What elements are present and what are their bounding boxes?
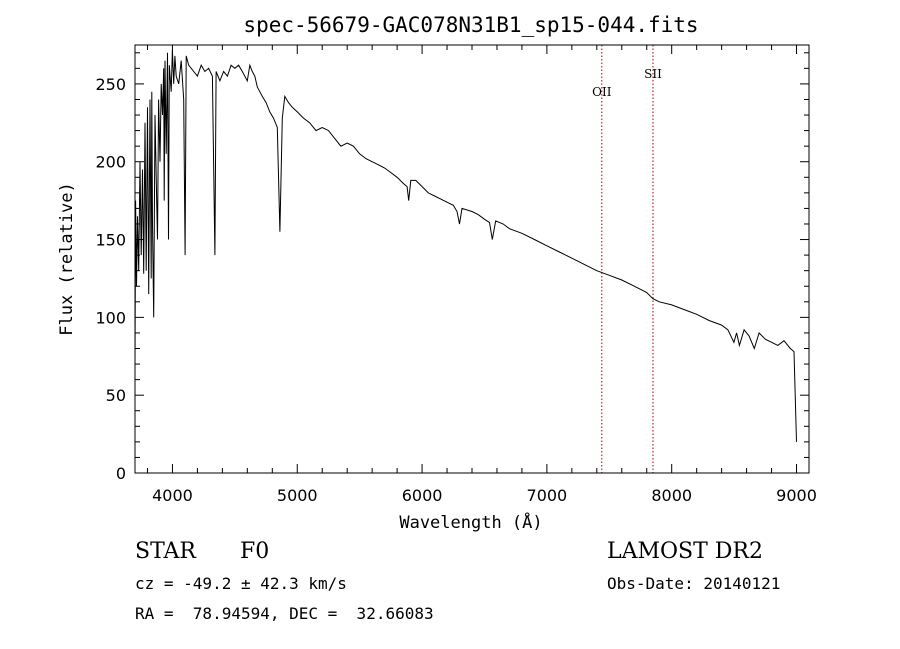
y-axis-ticks: 0 50 100 150 200 250 <box>95 52 809 483</box>
spectrum-series <box>134 49 797 442</box>
spectrum-line-0 <box>134 49 797 442</box>
y-tick-label: 200 <box>95 153 126 172</box>
redshift-velocity: cz = -49.2 ± 42.3 km/s <box>135 574 347 593</box>
annotation-label-0: OII <box>592 85 612 99</box>
coordinates: RA = 78.94594, DEC = 32.66083 <box>135 604 434 623</box>
x-tick-label: 9000 <box>776 486 817 505</box>
object-class: STAR <box>135 539 196 564</box>
observation-date: Obs-Date: 20140121 <box>607 574 781 593</box>
y-tick-label: 250 <box>95 75 126 94</box>
x-tick-label: 8000 <box>651 486 692 505</box>
x-tick-label: 5000 <box>277 486 318 505</box>
survey-release: LAMOST DR2 <box>607 539 763 564</box>
y-axis-label: Flux (relative) <box>57 182 77 336</box>
x-axis-label: Wavelength (Å) <box>399 511 542 533</box>
y-tick-label: 0 <box>116 464 126 483</box>
y-tick-label: 50 <box>106 386 126 405</box>
object-subclass: F0 <box>240 539 270 564</box>
chart-title: spec-56679-GAC078N31B1_sp15-044.fits <box>243 13 698 37</box>
x-tick-label: 6000 <box>402 486 443 505</box>
y-tick-label: 150 <box>95 231 126 250</box>
x-tick-label: 4000 <box>152 486 193 505</box>
x-axis-ticks: 4000 5000 6000 7000 8000 9000 <box>146 45 817 505</box>
annotation-label-1: SII <box>644 67 662 81</box>
x-tick-label: 7000 <box>527 486 568 505</box>
y-tick-label: 100 <box>95 308 126 327</box>
plot-frame <box>134 44 810 474</box>
emission-line-markers: OII SII <box>592 45 662 473</box>
